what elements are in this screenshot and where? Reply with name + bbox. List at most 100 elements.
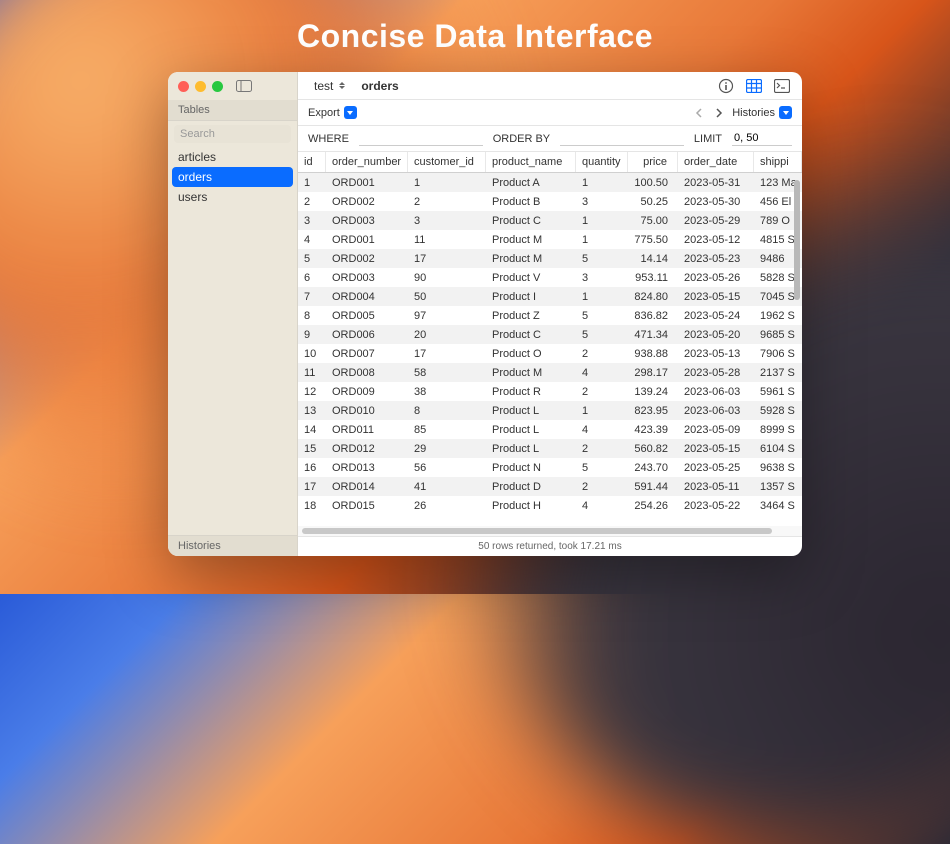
cell: 16: [298, 460, 326, 476]
orderby-input[interactable]: [560, 131, 684, 146]
info-button[interactable]: [716, 76, 736, 96]
cell: 1: [298, 175, 326, 191]
table-row[interactable]: 15ORD01229Product L2560.822023-05-156104…: [298, 439, 802, 458]
col-id[interactable]: id: [298, 152, 326, 172]
database-name: test: [314, 79, 333, 93]
col-price[interactable]: price: [628, 152, 678, 172]
cell: 5: [576, 460, 628, 476]
histories-button[interactable]: Histories: [732, 106, 792, 119]
cell: 2023-05-20: [678, 327, 754, 343]
cell: 100.50: [628, 175, 678, 191]
table-row[interactable]: 6ORD00390Product V3953.112023-05-265828 …: [298, 268, 802, 287]
cell: ORD003: [326, 270, 408, 286]
col-order-number[interactable]: order_number: [326, 152, 408, 172]
cell: 4: [576, 365, 628, 381]
cell: Product D: [486, 479, 576, 495]
cell: 2023-06-03: [678, 403, 754, 419]
table-row[interactable]: 8ORD00597Product Z5836.822023-05-241962 …: [298, 306, 802, 325]
prev-page-button[interactable]: [692, 106, 706, 120]
cell: 15: [298, 441, 326, 457]
cell: ORD015: [326, 498, 408, 514]
terminal-button[interactable]: [772, 76, 792, 96]
cell: ORD004: [326, 289, 408, 305]
export-button[interactable]: Export: [308, 106, 357, 119]
sidebar-toggle-button[interactable]: [235, 79, 253, 93]
table-row[interactable]: 11ORD00858Product M4298.172023-05-282137…: [298, 363, 802, 382]
vertical-scrollbar[interactable]: [794, 180, 800, 300]
cell: 2023-05-13: [678, 346, 754, 362]
table-row[interactable]: 1ORD0011Product A1100.502023-05-31123 Ma: [298, 173, 802, 192]
cell: 29: [408, 441, 486, 457]
cell: 9: [298, 327, 326, 343]
cell: 1: [576, 213, 628, 229]
cell: ORD005: [326, 308, 408, 324]
cell: 471.34: [628, 327, 678, 343]
cell: 13: [298, 403, 326, 419]
table-row[interactable]: 2ORD0022Product B350.252023-05-30456 El: [298, 192, 802, 211]
table-row[interactable]: 5ORD00217Product M514.142023-05-239486: [298, 249, 802, 268]
sidebar-icon: [236, 80, 252, 92]
table-row[interactable]: 10ORD00717Product O2938.882023-05-137906…: [298, 344, 802, 363]
grid-view-button[interactable]: [744, 76, 764, 96]
maximize-icon[interactable]: [212, 81, 223, 92]
table-row[interactable]: 4ORD00111Product M1775.502023-05-124815 …: [298, 230, 802, 249]
table-row[interactable]: 13ORD0108Product L1823.952023-06-035928 …: [298, 401, 802, 420]
cell: 2023-05-09: [678, 422, 754, 438]
limit-label: LIMIT: [694, 133, 722, 145]
database-select[interactable]: test: [308, 77, 353, 95]
col-customer-id[interactable]: customer_id: [408, 152, 486, 172]
table-row[interactable]: 3ORD0033Product C175.002023-05-29789 O: [298, 211, 802, 230]
cell: 938.88: [628, 346, 678, 362]
minimize-icon[interactable]: [195, 81, 206, 92]
cell: 5: [576, 251, 628, 267]
horizontal-scrollbar[interactable]: [298, 526, 802, 536]
cell: 17: [408, 346, 486, 362]
chevron-left-icon: [695, 108, 703, 118]
table-row[interactable]: 12ORD00938Product R2139.242023-06-035961…: [298, 382, 802, 401]
col-quantity[interactable]: quantity: [576, 152, 628, 172]
search-input[interactable]: Search: [174, 125, 291, 143]
histories-footer[interactable]: Histories: [168, 535, 297, 556]
sidebar-item-orders[interactable]: orders: [172, 167, 293, 187]
cell: 8: [408, 403, 486, 419]
table-row[interactable]: 16ORD01356Product N5243.702023-05-259638…: [298, 458, 802, 477]
cell: 2023-05-26: [678, 270, 754, 286]
cell: 2023-05-31: [678, 175, 754, 191]
col-product-name[interactable]: product_name: [486, 152, 576, 172]
cell: 56: [408, 460, 486, 476]
cell: Product L: [486, 422, 576, 438]
cell: 2023-05-29: [678, 213, 754, 229]
table-row[interactable]: 7ORD00450Product I1824.802023-05-157045 …: [298, 287, 802, 306]
col-order-date[interactable]: order_date: [678, 152, 754, 172]
cell: Product N: [486, 460, 576, 476]
main-panel: test orders Export: [298, 72, 802, 556]
table-row[interactable]: 18ORD01526Product H4254.262023-05-223464…: [298, 496, 802, 515]
limit-input[interactable]: [732, 131, 792, 146]
col-shipping[interactable]: shippi: [754, 152, 802, 172]
chevron-down-icon: [779, 106, 792, 119]
cell: 58: [408, 365, 486, 381]
sidebar-item-articles[interactable]: articles: [168, 147, 297, 167]
cell: 50.25: [628, 194, 678, 210]
cell: Product Z: [486, 308, 576, 324]
cell: 591.44: [628, 479, 678, 495]
cell: 2023-05-22: [678, 498, 754, 514]
table-row[interactable]: 14ORD01185Product L4423.392023-05-098999…: [298, 420, 802, 439]
cell: ORD002: [326, 251, 408, 267]
cell: 6: [298, 270, 326, 286]
cell: 2: [576, 346, 628, 362]
next-page-button[interactable]: [712, 106, 726, 120]
close-icon[interactable]: [178, 81, 189, 92]
chevron-down-icon: [344, 106, 357, 119]
cell: Product H: [486, 498, 576, 514]
table-row[interactable]: 17ORD01441Product D2591.442023-05-111357…: [298, 477, 802, 496]
grid-icon: [746, 79, 762, 93]
terminal-icon: [774, 79, 790, 93]
sidebar-item-users[interactable]: users: [168, 187, 297, 207]
cell: 2: [298, 194, 326, 210]
cell: 5: [298, 251, 326, 267]
cell: 775.50: [628, 232, 678, 248]
where-input[interactable]: [359, 131, 483, 146]
cell: 4: [576, 422, 628, 438]
table-row[interactable]: 9ORD00620Product C5471.342023-05-209685 …: [298, 325, 802, 344]
